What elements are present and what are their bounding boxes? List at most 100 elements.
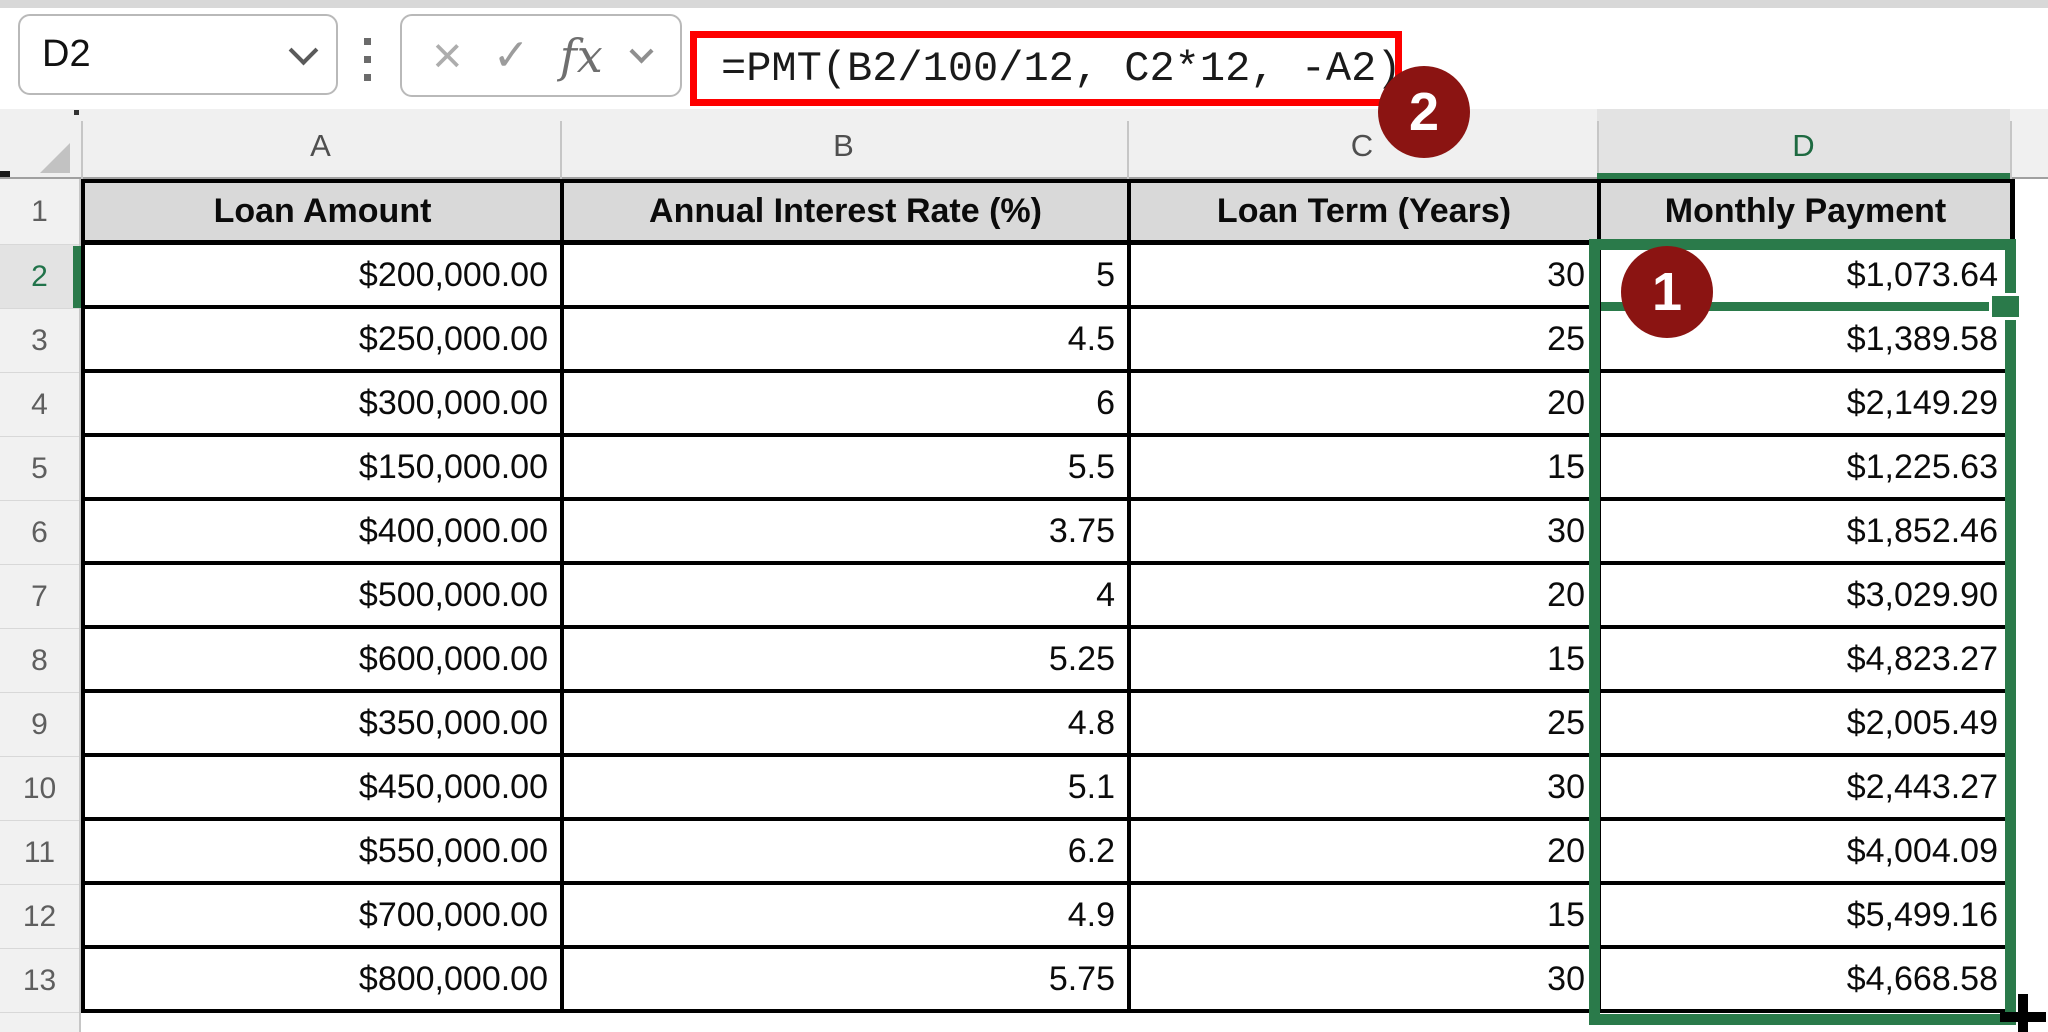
cell-C6[interactable]: 30 xyxy=(1131,501,1601,565)
row-header-4[interactable]: 4 xyxy=(0,373,79,437)
cell-B11[interactable]: 6.2 xyxy=(564,821,1131,885)
cell-D5[interactable]: $1,225.63 xyxy=(1601,437,2015,501)
column-header-d[interactable]: D xyxy=(1792,128,1815,163)
cell-D10[interactable]: $2,443.27 xyxy=(1601,757,2015,821)
row-header-8[interactable]: 8 xyxy=(0,629,79,693)
cell-B6[interactable]: 3.75 xyxy=(564,501,1131,565)
row-header-7[interactable]: 7 xyxy=(0,565,79,629)
cell-C5[interactable]: 15 xyxy=(1131,437,1601,501)
table-row: $800,000.00 5.75 30 $4,668.58 xyxy=(85,949,2015,1013)
cell-D7[interactable]: $3,029.90 xyxy=(1601,565,2015,629)
cell-C9[interactable]: 25 xyxy=(1131,693,1601,757)
cell-B1[interactable]: Annual Interest Rate (%) xyxy=(564,183,1131,245)
table-row: $600,000.00 5.25 15 $4,823.27 xyxy=(85,629,2015,693)
cell-C8[interactable]: 15 xyxy=(1131,629,1601,693)
cell-D9[interactable]: $2,005.49 xyxy=(1601,693,2015,757)
cell-B10[interactable]: 5.1 xyxy=(564,757,1131,821)
active-cell-bottom-border xyxy=(1601,302,1991,311)
cell-B5[interactable]: 5.5 xyxy=(564,437,1131,501)
cell-D6[interactable]: $1,852.46 xyxy=(1601,501,2015,565)
row-header-9[interactable]: 9 xyxy=(0,693,79,757)
cell-A12[interactable]: $700,000.00 xyxy=(85,885,564,949)
edge-mark xyxy=(0,171,10,177)
column-d-selection-underline xyxy=(1597,173,2010,179)
cell-A11[interactable]: $550,000.00 xyxy=(85,821,564,885)
cell-D3[interactable]: $1,389.58 xyxy=(1601,309,2015,373)
cell-C13[interactable]: 30 xyxy=(1131,949,1601,1013)
cell-C12[interactable]: 15 xyxy=(1131,885,1601,949)
cell-B3[interactable]: 4.5 xyxy=(564,309,1131,373)
cell-D1[interactable]: Monthly Payment xyxy=(1601,183,2015,245)
annotation-badge-1: 1 xyxy=(1621,246,1713,338)
row-header-3[interactable]: 3 xyxy=(0,309,79,373)
cancel-icon[interactable]: × xyxy=(432,26,463,85)
cell-A9[interactable]: $350,000.00 xyxy=(85,693,564,757)
cell-C4[interactable]: 20 xyxy=(1131,373,1601,437)
enter-icon[interactable]: ✓ xyxy=(492,30,530,80)
fx-chevron-down-icon[interactable] xyxy=(629,39,654,64)
insert-function-icon[interactable]: fx xyxy=(559,28,603,83)
cell-A2[interactable]: $200,000.00 xyxy=(85,245,564,309)
selection-range-border xyxy=(1589,239,2016,1025)
cell-D8[interactable]: $4,823.27 xyxy=(1601,629,2015,693)
row-header-14[interactable]: 14 xyxy=(0,1013,79,1032)
row-2-selection-bar xyxy=(73,246,81,308)
cell-A7[interactable]: $500,000.00 xyxy=(85,565,564,629)
row-header-10[interactable]: 10 xyxy=(0,757,79,821)
cell-A10[interactable]: $450,000.00 xyxy=(85,757,564,821)
table-row: $300,000.00 6 20 $2,149.29 xyxy=(85,373,2015,437)
cell-A4[interactable]: $300,000.00 xyxy=(85,373,564,437)
name-box[interactable]: D2 xyxy=(18,14,338,95)
cell-D11[interactable]: $4,004.09 xyxy=(1601,821,2015,885)
edge-mark xyxy=(74,110,79,115)
cell-D12[interactable]: $5,499.16 xyxy=(1601,885,2015,949)
row-header-11[interactable]: 11 xyxy=(0,821,79,885)
cell-C2[interactable]: 30 xyxy=(1131,245,1601,309)
cell-A3[interactable]: $250,000.00 xyxy=(85,309,564,373)
cell-A13[interactable]: $800,000.00 xyxy=(85,949,564,1013)
select-all-corner-icon[interactable] xyxy=(40,143,70,173)
cell-B7[interactable]: 4 xyxy=(564,565,1131,629)
table-row: $700,000.00 4.9 15 $5,499.16 xyxy=(85,885,2015,949)
cell-C7[interactable]: 20 xyxy=(1131,565,1601,629)
worksheet-grid: Loan Amount Annual Interest Rate (%) Loa… xyxy=(81,179,2015,1013)
row-header-5[interactable]: 5 xyxy=(0,437,79,501)
table-row: $550,000.00 6.2 20 $4,004.09 xyxy=(85,821,2015,885)
cell-A6[interactable]: $400,000.00 xyxy=(85,501,564,565)
name-box-chevron-down-icon[interactable] xyxy=(288,35,319,66)
row-header-6[interactable]: 6 xyxy=(0,501,79,565)
cell-B2[interactable]: 5 xyxy=(564,245,1131,309)
cell-A1[interactable]: Loan Amount xyxy=(85,183,564,245)
column-header-b[interactable]: B xyxy=(833,128,854,163)
cell-C11[interactable]: 20 xyxy=(1131,821,1601,885)
row-header-1[interactable]: 1 xyxy=(0,179,79,245)
cell-A8[interactable]: $600,000.00 xyxy=(85,629,564,693)
fill-handle[interactable] xyxy=(1992,296,2019,317)
cell-B9[interactable]: 4.8 xyxy=(564,693,1131,757)
cell-A5[interactable]: $150,000.00 xyxy=(85,437,564,501)
formula-input[interactable]: =PMT(B2/100/12, C2*12, -A2) xyxy=(721,44,1402,93)
column-header-bar: A B C D xyxy=(0,109,2048,179)
table-header-row: Loan Amount Annual Interest Rate (%) Loa… xyxy=(85,183,2015,245)
formula-bar-buttons: × ✓ fx xyxy=(400,14,682,97)
formula-highlight-box: =PMT(B2/100/12, C2*12, -A2) xyxy=(690,31,1402,106)
cell-C3[interactable]: 25 xyxy=(1131,309,1601,373)
table-row: $250,000.00 4.5 25 $1,389.58 xyxy=(85,309,2015,373)
cell-B13[interactable]: 5.75 xyxy=(564,949,1131,1013)
formula-bar-grip[interactable] xyxy=(364,38,371,81)
cell-C1[interactable]: Loan Term (Years) xyxy=(1131,183,1601,245)
column-header-a[interactable]: A xyxy=(310,128,331,163)
cell-B12[interactable]: 4.9 xyxy=(564,885,1131,949)
row-header-12[interactable]: 12 xyxy=(0,885,79,949)
row-header-2[interactable]: 2 xyxy=(0,245,79,309)
column-header-c[interactable]: C xyxy=(1350,128,1374,163)
table-row: $150,000.00 5.5 15 $1,225.63 xyxy=(85,437,2015,501)
row-header-13[interactable]: 13 xyxy=(0,949,79,1013)
cell-B4[interactable]: 6 xyxy=(564,373,1131,437)
cell-D4[interactable]: $2,149.29 xyxy=(1601,373,2015,437)
cell-C10[interactable]: 30 xyxy=(1131,757,1601,821)
plus-cursor-icon xyxy=(2000,1012,2046,1022)
annotation-badge-2: 2 xyxy=(1378,66,1470,158)
cell-B8[interactable]: 5.25 xyxy=(564,629,1131,693)
